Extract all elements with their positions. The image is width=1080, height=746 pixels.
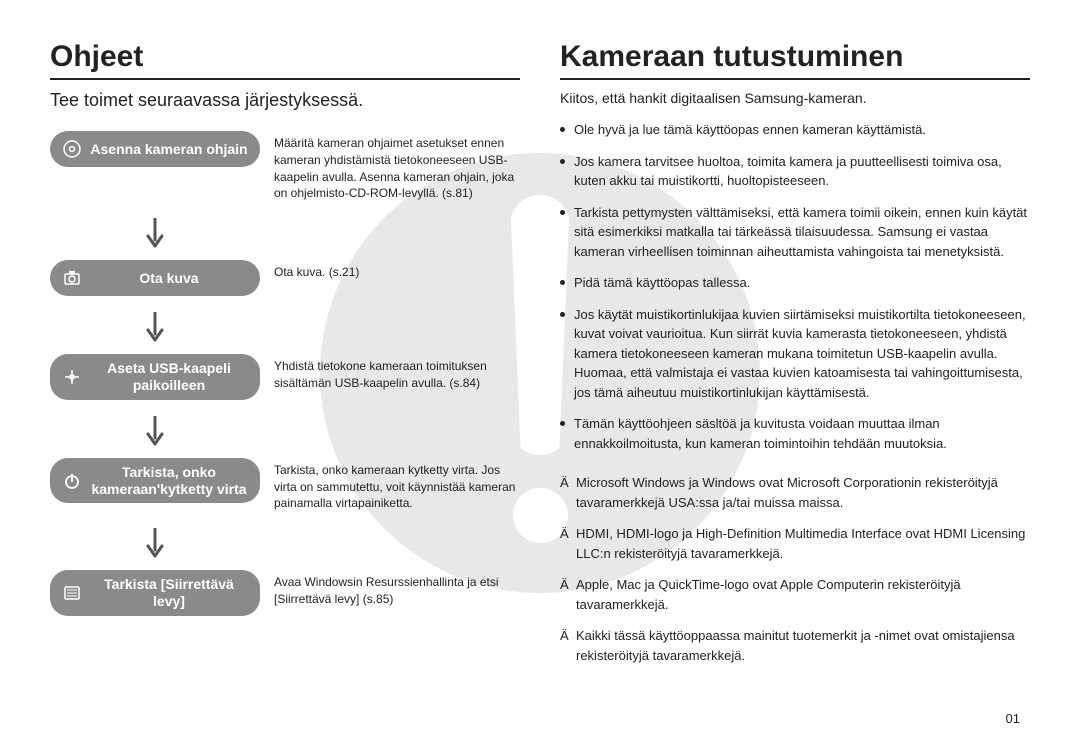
star-item: Microsoft Windows ja Windows ovat Micros…: [560, 473, 1030, 512]
arrow-down-icon: [50, 208, 260, 260]
pill-label: Tarkista [Siirrettävä levy]: [90, 576, 248, 610]
step-check-power: Tarkista, onko kameraan'kytketty virta T…: [50, 458, 520, 512]
bullet-item: Ole hyvä ja lue tämä käyttöopas ennen ka…: [560, 120, 1030, 140]
step-desc: Yhdistä tietokone kameraan toimituksen s…: [260, 354, 520, 392]
pill-check-disk: Tarkista [Siirrettävä levy]: [50, 570, 260, 616]
step-check-disk: Tarkista [Siirrettävä levy] Avaa Windows…: [50, 570, 520, 616]
step-desc: Määritä kameran ohjaimet asetukset ennen…: [260, 131, 520, 202]
star-item: Kaikki tässä käyttöoppaassa mainitut tuo…: [560, 626, 1030, 665]
disk-icon: [62, 583, 82, 603]
arrow-down-icon: [50, 406, 260, 458]
arrow-down-icon: [50, 518, 260, 570]
step-desc: Avaa Windowsin Resurssienhallinta ja ets…: [260, 570, 520, 608]
bullet-item: Jos kamera tarvitsee huoltoa, toimita ka…: [560, 152, 1030, 191]
left-column: Ohjeet Tee toimet seuraavassa järjestyks…: [50, 40, 520, 706]
step-desc: Tarkista, onko kameraan kytketty virta. …: [260, 458, 520, 512]
left-title: Ohjeet: [50, 40, 520, 80]
left-subtitle: Tee toimet seuraavassa järjestyksessä.: [50, 90, 520, 111]
pill-usb-cable: Aseta USB-kaapeli paikoilleen: [50, 354, 260, 400]
step-usb-cable: Aseta USB-kaapeli paikoilleen Yhdistä ti…: [50, 354, 520, 400]
right-column: Kameraan tutustuminen Kiitos, että hanki…: [560, 40, 1030, 706]
bullet-item: Tämän käyttöohjeen säsltöä ja kuvitusta …: [560, 414, 1030, 453]
bullet-item: Pidä tämä käyttöopas tallessa.: [560, 273, 1030, 293]
pill-install-driver: Asenna kameran ohjain: [50, 131, 260, 167]
step-install-driver: Asenna kameran ohjain Määritä kameran oh…: [50, 131, 520, 202]
pill-take-picture: Ota kuva: [50, 260, 260, 296]
pill-check-power: Tarkista, onko kameraan'kytketty virta: [50, 458, 260, 504]
page-number: 01: [1006, 711, 1020, 726]
star-item: Apple, Mac ja QuickTime-logo ovat Apple …: [560, 575, 1030, 614]
bullet-item: Tarkista pettymysten välttämiseksi, että…: [560, 203, 1030, 262]
usb-icon: [62, 367, 82, 387]
bullet-item: Jos käytät muistikortinlukijaa kuvien si…: [560, 305, 1030, 403]
cd-icon: [62, 139, 82, 159]
right-intro: Kiitos, että hankit digitaalisen Samsung…: [560, 90, 1030, 106]
camera-icon: [62, 268, 82, 288]
star-item: HDMI, HDMI-logo ja High-Definition Multi…: [560, 524, 1030, 563]
arrow-down-icon: [50, 302, 260, 354]
right-title: Kameraan tutustuminen: [560, 40, 1030, 80]
power-icon: [62, 471, 82, 491]
bullet-list: Ole hyvä ja lue tämä käyttöopas ennen ka…: [560, 120, 1030, 453]
step-desc: Ota kuva. (s.21): [260, 260, 520, 281]
pill-label: Asenna kameran ohjain: [90, 141, 248, 158]
star-list: Microsoft Windows ja Windows ovat Micros…: [560, 473, 1030, 665]
pill-label: Tarkista, onko kameraan'kytketty virta: [90, 464, 248, 498]
pill-label: Aseta USB-kaapeli paikoilleen: [90, 360, 248, 394]
pill-label: Ota kuva: [90, 270, 248, 287]
step-take-picture: Ota kuva Ota kuva. (s.21): [50, 260, 520, 296]
